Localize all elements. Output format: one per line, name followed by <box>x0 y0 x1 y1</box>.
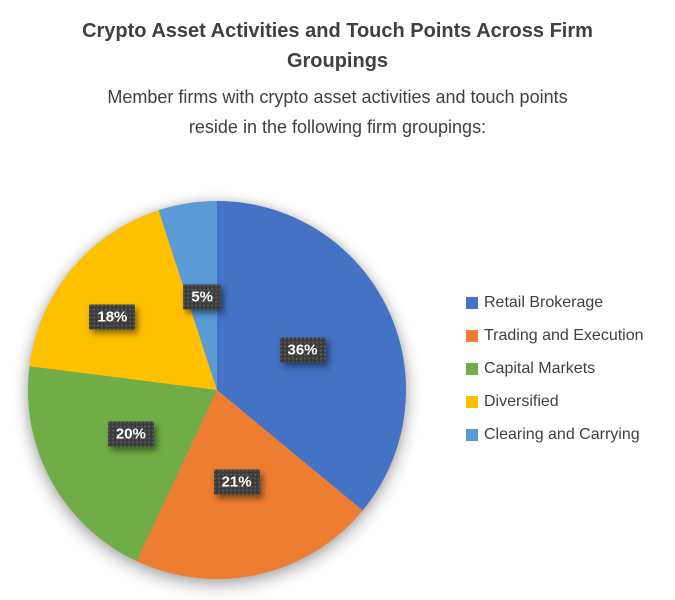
legend-marker-trading-and-execution <box>466 329 478 342</box>
legend-item-clearing-and-carrying: Clearing and Carrying <box>466 418 644 451</box>
legend: Retail Brokerage Trading and Execution Cap… <box>466 286 644 451</box>
legend-label-capital-markets: Capital Markets <box>484 359 596 377</box>
pie-slice-capital-markets <box>27 366 217 562</box>
chart-title: Crypto Asset Activities and Touch Points… <box>82 20 593 72</box>
legend-item-diversified: Diversified <box>466 385 644 418</box>
legend-label-retail-brokerage: Retail Brokerage <box>484 293 604 311</box>
legend-item-capital-markets: Capital Markets <box>466 352 644 385</box>
legend-marker-capital-markets <box>466 362 478 375</box>
legend-item-trading-and-execution: Trading and Execution <box>466 319 644 352</box>
legend-marker-clearing-and-carrying <box>466 428 478 441</box>
legend-item-retail-brokerage: Retail Brokerage <box>466 286 644 319</box>
pie-slices-group <box>27 201 407 579</box>
legend-marker-diversified <box>466 395 478 408</box>
legend-marker-retail-brokerage <box>466 296 478 309</box>
chart-subtitle: Member firms with crypto asset activitie… <box>107 87 568 137</box>
pie-slice-diversified <box>29 210 217 390</box>
legend-label-clearing-and-carrying: Clearing and Carrying <box>484 425 640 443</box>
legend-label-diversified: Diversified <box>484 392 559 410</box>
legend-label-trading-and-execution: Trading and Execution <box>484 326 644 344</box>
